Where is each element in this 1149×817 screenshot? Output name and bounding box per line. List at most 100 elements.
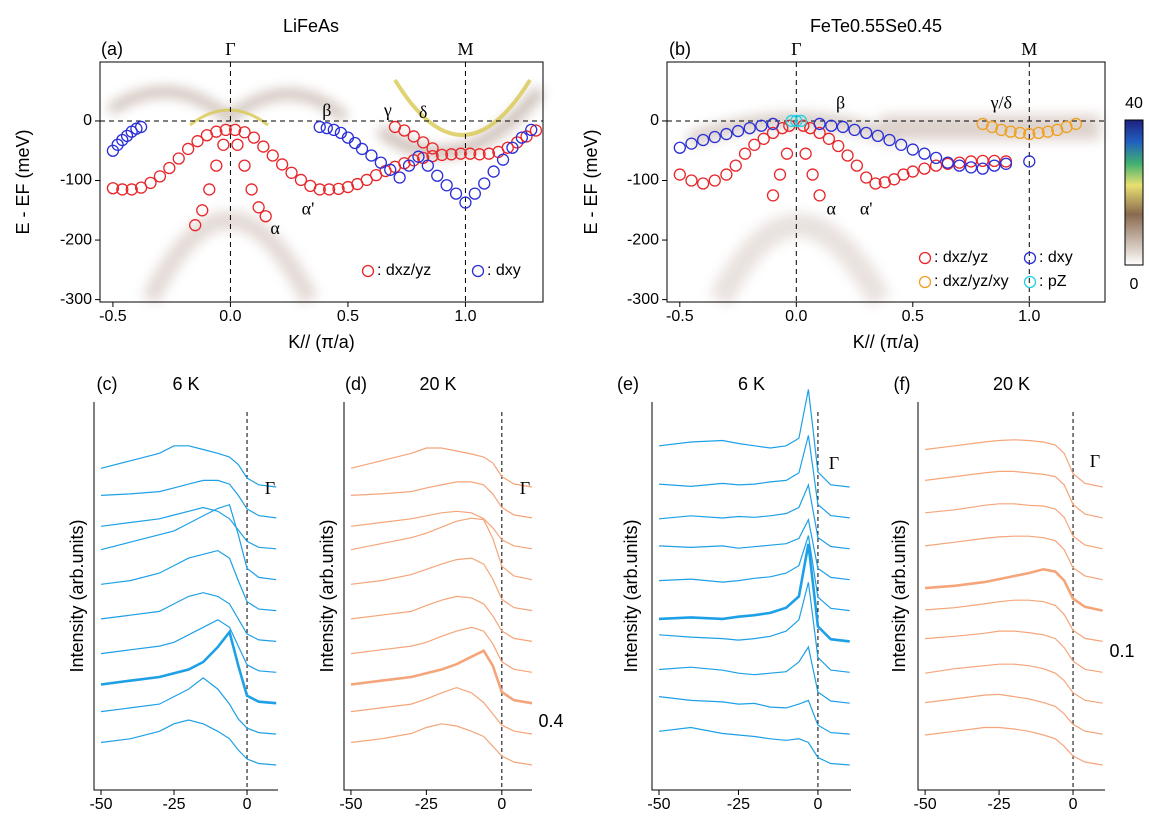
data-point xyxy=(116,133,129,147)
data-point xyxy=(454,147,467,160)
data-point xyxy=(238,126,251,139)
edc-curve xyxy=(100,503,277,581)
edc-curve xyxy=(658,535,850,612)
x-tick-label: -0.5 xyxy=(99,308,127,325)
panel-label: (f) xyxy=(894,374,911,394)
x-tick-label: 0.5 xyxy=(337,308,359,325)
data-point xyxy=(1060,120,1073,134)
colorbar-label: 40 xyxy=(1125,95,1143,112)
axis-label: E - EF (meV) xyxy=(13,129,33,234)
edc-curve xyxy=(925,503,1103,550)
data-point xyxy=(964,155,978,168)
annotation: Γ xyxy=(265,478,275,498)
data-point xyxy=(463,147,477,160)
data-point xyxy=(435,148,449,162)
plot-frame xyxy=(99,61,544,303)
data-point xyxy=(134,120,148,134)
y-tick-label: -100 xyxy=(627,172,659,189)
x-tick-label: -50 xyxy=(339,796,362,813)
x-tick-label: 1.0 xyxy=(1018,308,1040,325)
edc-curve xyxy=(100,619,277,673)
annotation: M xyxy=(457,39,473,59)
data-point xyxy=(673,141,686,154)
edc-curve xyxy=(925,693,1103,735)
annotation: γ xyxy=(383,100,392,120)
data-point xyxy=(407,130,420,143)
colorbar-label: 0 xyxy=(1130,276,1139,293)
legend-label: : dxz/yz/xy xyxy=(934,273,1009,290)
edc-curve xyxy=(658,582,850,673)
data-point xyxy=(384,163,397,176)
data-point xyxy=(790,114,803,128)
data-point xyxy=(313,183,326,196)
panel-label: (a) xyxy=(101,39,123,59)
edc-curve xyxy=(925,439,1103,488)
data-point xyxy=(440,179,453,192)
data-point xyxy=(897,168,910,181)
chart-title: FeTe0.55Se0.45 xyxy=(810,16,942,36)
edc-curve xyxy=(658,543,850,643)
data-point xyxy=(259,210,272,223)
data-point xyxy=(976,117,989,131)
data-point xyxy=(985,120,999,134)
data-point xyxy=(685,174,698,187)
data-point xyxy=(402,159,416,172)
band-highlight xyxy=(393,78,532,137)
axis-frame xyxy=(343,402,532,791)
panel-label: (b) xyxy=(669,39,691,59)
data-point xyxy=(252,201,265,214)
chart-title: 6 K xyxy=(738,374,765,394)
data-point xyxy=(238,159,251,172)
edc-curve xyxy=(925,726,1103,766)
axis-frame xyxy=(917,402,1105,791)
legend-marker xyxy=(1023,251,1037,265)
data-point xyxy=(266,149,279,162)
annotation: δ xyxy=(419,102,427,122)
data-point xyxy=(708,174,721,187)
data-point xyxy=(355,142,369,156)
data-point xyxy=(231,138,244,151)
legend-label: : dxy xyxy=(487,262,521,279)
chart-title: LiFeAs xyxy=(283,16,339,36)
data-point xyxy=(365,149,378,162)
edc-curve xyxy=(100,549,277,612)
data-point xyxy=(832,139,845,153)
data-point xyxy=(825,119,838,132)
data-point xyxy=(999,157,1013,170)
axis-label: K// (π/a) xyxy=(288,332,354,352)
chart-title: 20 K xyxy=(993,374,1030,394)
data-point xyxy=(953,159,966,172)
annotation: α xyxy=(270,218,280,238)
x-tick-label: -25 xyxy=(162,796,185,813)
data-point xyxy=(748,138,761,151)
data-point xyxy=(720,168,733,181)
axis-label: Intensity (arb.units) xyxy=(889,519,909,672)
data-point xyxy=(1032,126,1045,140)
annotation: Γ xyxy=(225,39,235,59)
data-point xyxy=(708,130,721,144)
data-point xyxy=(685,137,698,150)
edc-curve xyxy=(350,595,533,642)
annotation: M xyxy=(1021,39,1037,59)
data-point xyxy=(794,114,808,128)
x-tick-label: -0.5 xyxy=(666,308,694,325)
data-point xyxy=(1041,125,1055,138)
edc-curve xyxy=(100,479,277,519)
data-point xyxy=(144,176,157,190)
data-point xyxy=(696,133,710,147)
data-point xyxy=(245,183,258,196)
data-point xyxy=(995,123,1008,137)
edc-curve xyxy=(100,719,277,766)
y-tick-label: -200 xyxy=(60,231,92,248)
data-point xyxy=(738,147,752,160)
x-tick-label: 0.0 xyxy=(219,308,241,325)
edc-curve xyxy=(925,470,1103,519)
data-point xyxy=(189,219,202,232)
axis-frame xyxy=(651,402,851,791)
data-point xyxy=(431,169,444,182)
data-point xyxy=(332,182,345,195)
edc-curve xyxy=(350,557,533,612)
scale-label: 0.4 xyxy=(538,711,563,731)
data-point xyxy=(416,136,430,149)
edc-curve xyxy=(658,517,850,581)
